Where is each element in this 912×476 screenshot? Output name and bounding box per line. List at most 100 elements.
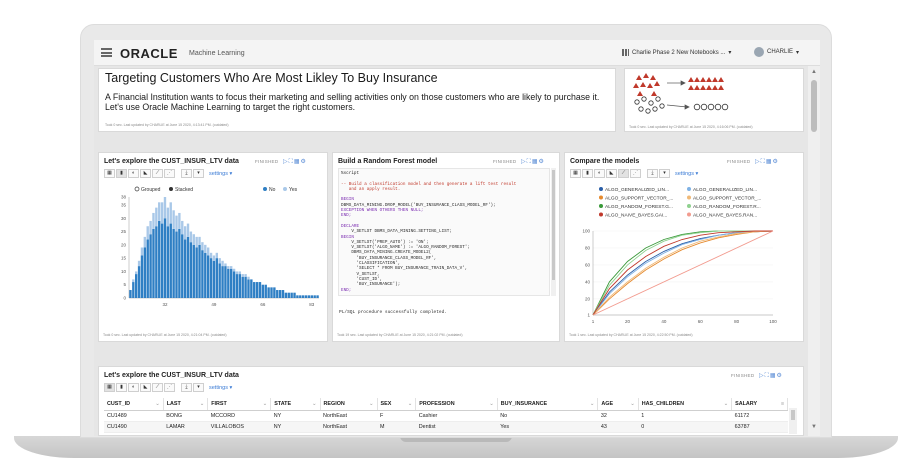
bar-no[interactable] bbox=[137, 266, 141, 298]
bar-no[interactable] bbox=[175, 231, 178, 298]
gear-icon[interactable]: ⚙ bbox=[538, 159, 545, 165]
bar-yes[interactable] bbox=[132, 279, 135, 283]
legend-no-marker[interactable] bbox=[263, 187, 267, 191]
gear-icon[interactable]: ⚙ bbox=[776, 373, 783, 379]
paragraph-actions[interactable]: ▷⛶▦⚙ bbox=[755, 158, 779, 166]
run-icon[interactable]: ▷ bbox=[283, 159, 289, 165]
bar-chart-button[interactable]: ▮ bbox=[116, 169, 127, 178]
table-scroll-thumb[interactable] bbox=[791, 410, 795, 420]
bar-yes[interactable] bbox=[149, 220, 152, 235]
bar-no[interactable] bbox=[206, 255, 210, 298]
bar-yes[interactable] bbox=[192, 234, 195, 245]
bar-no[interactable] bbox=[183, 239, 187, 298]
bar-yes[interactable] bbox=[230, 266, 233, 269]
column-header[interactable]: AGE ⌄ bbox=[597, 398, 639, 411]
bar-yes[interactable] bbox=[183, 226, 187, 240]
bar-yes[interactable] bbox=[232, 268, 236, 272]
download-button[interactable]: ⤓ bbox=[647, 169, 658, 178]
legend-grouped-marker[interactable] bbox=[134, 186, 140, 192]
bar-yes[interactable] bbox=[175, 215, 178, 232]
area-chart-button[interactable]: ◣ bbox=[140, 383, 151, 392]
bar-no[interactable] bbox=[149, 234, 152, 298]
bar-yes[interactable] bbox=[209, 252, 213, 259]
bar-no[interactable] bbox=[244, 276, 247, 298]
bar-yes[interactable] bbox=[227, 266, 230, 269]
bar-no[interactable] bbox=[224, 266, 227, 298]
bar-no[interactable] bbox=[261, 284, 265, 298]
sort-chevron-icon[interactable]: ⌄ bbox=[199, 400, 205, 407]
scroll-down-icon[interactable]: ▼ bbox=[811, 424, 817, 430]
bar-no[interactable] bbox=[163, 218, 167, 298]
bar-yes[interactable] bbox=[221, 260, 224, 267]
legend-entry[interactable]: ALGO_RANDOM_FOREST.G... bbox=[605, 204, 673, 210]
legend-marker[interactable] bbox=[599, 195, 603, 200]
legend-entry[interactable]: ALGO_SUPPORT_VECTOR_... bbox=[605, 195, 673, 201]
bar-no[interactable] bbox=[221, 266, 224, 298]
legend-marker[interactable] bbox=[687, 204, 691, 208]
bar-no[interactable] bbox=[250, 279, 253, 298]
bar-no[interactable] bbox=[287, 292, 290, 298]
bar-yes[interactable] bbox=[169, 202, 172, 224]
settings-link[interactable]: settings ▾ bbox=[209, 170, 233, 177]
legend-marker[interactable] bbox=[599, 204, 603, 208]
sort-chevron-icon[interactable]: ⌄ bbox=[155, 400, 160, 407]
scatter-chart-button[interactable]: ⋰ bbox=[630, 169, 641, 178]
download-button[interactable]: ⤓ bbox=[181, 169, 192, 178]
bar-yes[interactable] bbox=[135, 271, 138, 275]
legend-entry[interactable]: ALGO_SUPPORT_VECTOR_... bbox=[693, 195, 761, 201]
code-scroll-thumb[interactable] bbox=[552, 170, 555, 280]
bar-no[interactable] bbox=[218, 263, 221, 298]
column-header[interactable]: BUY_INSURANCE ⌄ bbox=[497, 398, 599, 411]
bar-yes[interactable] bbox=[195, 236, 198, 248]
download-dropdown[interactable]: ▾ bbox=[193, 383, 204, 392]
sort-chevron-icon[interactable]: ⌄ bbox=[262, 400, 268, 407]
paragraph-actions[interactable]: ▷⛶▦⚙ bbox=[521, 158, 545, 166]
scroll-thumb[interactable] bbox=[811, 80, 817, 132]
column-header[interactable]: REGION ⌄ bbox=[320, 398, 378, 411]
gear-icon[interactable]: ⚙ bbox=[772, 159, 779, 165]
series-line[interactable] bbox=[592, 230, 774, 316]
bar-no[interactable] bbox=[310, 295, 313, 298]
run-icon[interactable]: ▷ bbox=[755, 159, 761, 165]
pie-chart-button[interactable]: ◐ bbox=[128, 383, 139, 392]
series-line[interactable] bbox=[592, 230, 774, 316]
bar-no[interactable] bbox=[253, 282, 256, 298]
column-menu-icon[interactable]: ≡ bbox=[780, 400, 784, 407]
bar-no[interactable] bbox=[235, 274, 239, 298]
bar-no[interactable] bbox=[169, 223, 172, 298]
bar-yes[interactable] bbox=[212, 255, 216, 261]
legend-entry[interactable]: ALGO_GENERALIZED_LIN... bbox=[693, 187, 757, 193]
bar-no[interactable] bbox=[195, 247, 198, 299]
sort-chevron-icon[interactable]: ⌄ bbox=[312, 400, 317, 407]
series-line[interactable] bbox=[592, 230, 773, 316]
bar-no[interactable] bbox=[267, 287, 270, 298]
sort-chevron-icon[interactable]: ⌄ bbox=[489, 400, 494, 407]
scatter-chart-button[interactable]: ⋰ bbox=[164, 169, 175, 178]
legend-grouped[interactable]: Grouped bbox=[141, 187, 161, 193]
bar-no[interactable] bbox=[281, 290, 285, 298]
bar-no[interactable] bbox=[135, 274, 138, 298]
column-header[interactable]: LAST ⌄ bbox=[163, 398, 209, 411]
table-row[interactable]: CU1489 BONG MCCORD NY NorthEast F Cashier No 32 1… bbox=[104, 410, 788, 422]
bar-no[interactable] bbox=[143, 247, 147, 299]
paragraph-actions[interactable]: ▷⛶▦⚙ bbox=[759, 372, 783, 380]
book-icon[interactable]: ▦ bbox=[765, 159, 773, 165]
bar-chart-button[interactable]: ▮ bbox=[582, 169, 593, 178]
bar-no[interactable] bbox=[238, 274, 242, 298]
column-header[interactable]: HAS_CHILDREN ⌄ bbox=[638, 398, 733, 411]
legend-marker[interactable] bbox=[599, 212, 603, 217]
bar-yes[interactable] bbox=[140, 247, 144, 256]
table-row[interactable]: CU1490 LAMAR VILLALOBOS NY NorthEast M Dentist… bbox=[104, 421, 788, 433]
download-button[interactable]: ⤓ bbox=[181, 383, 192, 392]
table-view-button[interactable]: ▦ bbox=[104, 169, 115, 178]
pie-chart-button[interactable]: ◐ bbox=[594, 169, 605, 178]
bar-yes[interactable] bbox=[166, 207, 170, 227]
book-icon[interactable]: ▦ bbox=[293, 159, 301, 165]
bar-no[interactable] bbox=[212, 260, 216, 298]
table-scrollbar[interactable] bbox=[789, 408, 797, 434]
bar-yes[interactable] bbox=[158, 202, 161, 221]
bar-no[interactable] bbox=[264, 284, 267, 298]
bar-no[interactable] bbox=[152, 228, 155, 298]
legend-stacked[interactable]: Stacked bbox=[175, 187, 193, 193]
legend-marker[interactable] bbox=[687, 195, 691, 200]
